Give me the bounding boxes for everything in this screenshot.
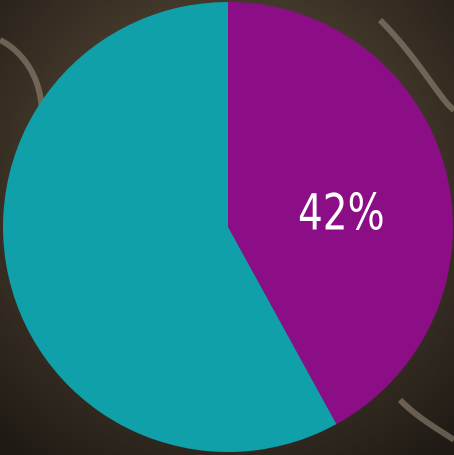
pie-slice: [3, 2, 337, 452]
pie-slice: [228, 2, 454, 425]
slice-label: 42%: [298, 182, 385, 241]
